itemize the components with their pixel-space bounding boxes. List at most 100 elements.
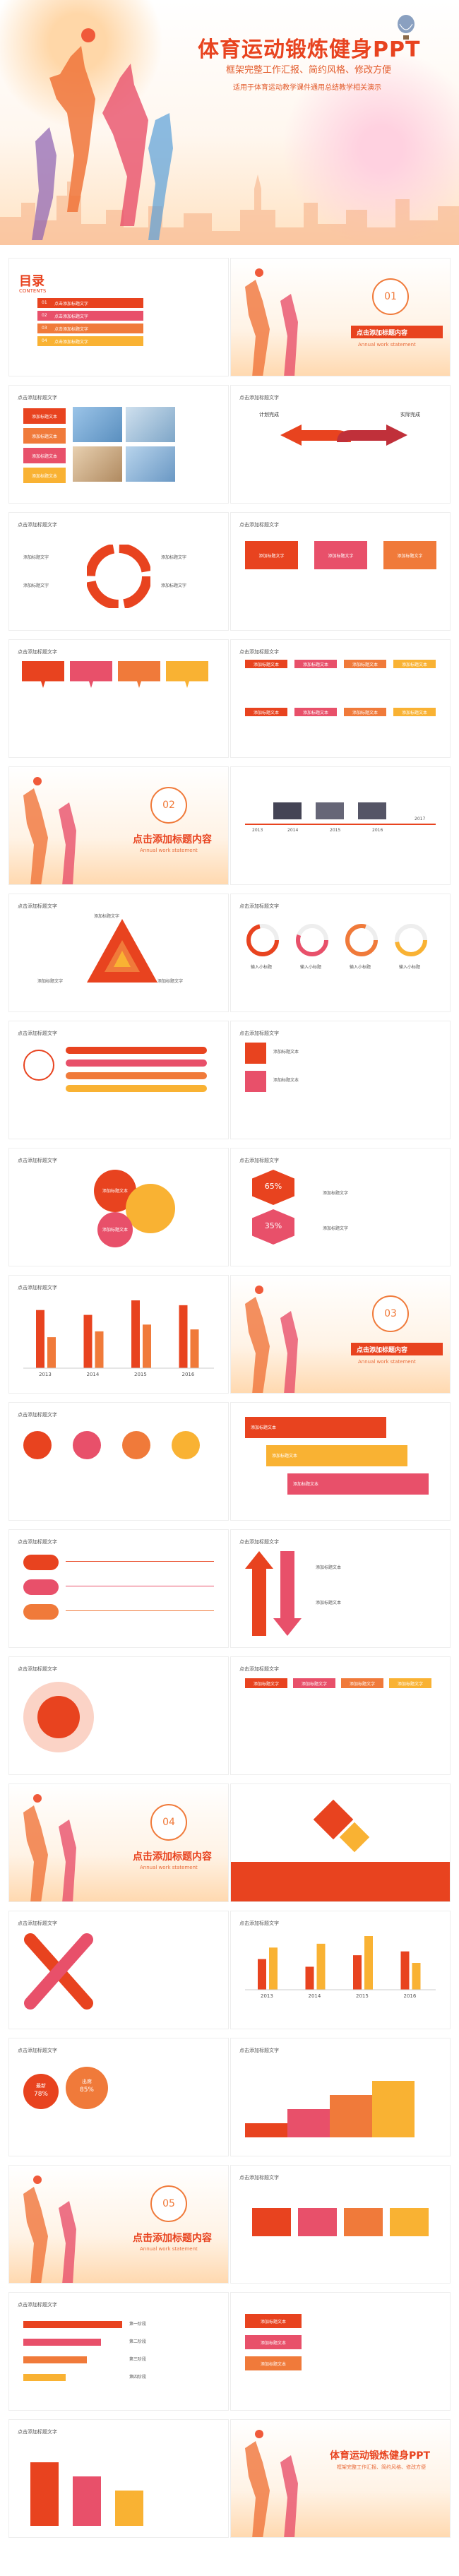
slide-puzzle: 点击添加标题文字 — [230, 2165, 451, 2284]
slide-ending: 体育运动锻炼健身PPT 框架完整工作汇报、简约风格、修改方便 — [230, 2419, 451, 2538]
step-label: 第二阶段 — [129, 2339, 147, 2344]
toc-item[interactable]: 01 点击添加标题文字 — [37, 298, 143, 308]
block: 添加标题文本 — [266, 1445, 407, 1466]
venn-circle — [126, 1184, 175, 1233]
section-number: 04 — [150, 1804, 187, 1841]
section-sub: Annual work statement — [358, 1359, 416, 1365]
label-box: 添加标题文本 — [23, 448, 66, 463]
column-head: 添加标题文字 — [341, 1678, 383, 1688]
tick-label: 2015 — [134, 1372, 147, 1377]
stair — [245, 2123, 287, 2137]
triangle-label: 添加标题文字 — [94, 914, 120, 919]
slide-header: 点击添加标题文字 — [239, 1921, 279, 1926]
slide-hexagon-percent: 点击添加标题文字 65% 35% 添加标题文字 添加标题文字 — [230, 1148, 451, 1266]
section-title: 点击添加标题内容 — [357, 330, 408, 337]
ring-inner — [37, 1696, 80, 1738]
slide-concentric: 点击添加标题文字 — [8, 1656, 229, 1775]
puzzle-piece — [298, 2208, 337, 2236]
eq-circle — [73, 1431, 101, 1459]
box: 添加标题文字 — [383, 541, 436, 569]
section-number: 03 — [372, 1295, 409, 1332]
up-down-arrows — [245, 1551, 302, 1636]
bar — [36, 1310, 44, 1368]
stair — [372, 2081, 415, 2137]
arrow-label: 添加标题文本 — [316, 1601, 342, 1605]
ending-subtitle: 框架完整工作汇报、简约风格、修改方便 — [337, 2464, 426, 2470]
year: 2014 — [287, 828, 299, 833]
slide-header: 点击添加标题文字 — [239, 649, 279, 655]
triangle-diagram — [87, 919, 157, 983]
slide-diamonds — [230, 1783, 451, 1902]
x-diagram — [24, 1933, 93, 2010]
divider — [66, 1610, 214, 1611]
slide-percent-circles: 点击添加标题文字 最新 78% 出席 85% — [8, 2038, 229, 2156]
column-head: 添加标题文字 — [389, 1678, 431, 1688]
bar — [258, 1959, 266, 1990]
slide-header: 点击添加标题文字 — [239, 903, 279, 909]
tab-box — [22, 661, 64, 688]
tag-block — [245, 1071, 266, 1092]
slide-vertical-bars: 点击添加标题文字 — [8, 2419, 229, 2538]
tag: 添加标题文本 — [393, 708, 436, 716]
toc-list: 01 点击添加标题文字 02 点击添加标题文字 03 点击添加标题文字 04 点击添加标… — [37, 298, 143, 349]
section-sub: Annual work statement — [140, 1865, 198, 1870]
vbar — [115, 2491, 143, 2526]
players-illustration — [23, 2176, 76, 2283]
slide-header: 点击添加标题文字 — [18, 649, 57, 655]
photo — [126, 446, 175, 482]
puzzle-piece — [390, 2208, 429, 2236]
bar — [143, 1324, 151, 1368]
year: 2017 — [415, 817, 426, 821]
hex-top: 65% — [252, 1170, 294, 1205]
section-number: 01 — [372, 278, 409, 315]
slide-header: 点击添加标题文字 — [18, 1921, 57, 1926]
slide-progress-steps: 点击添加标题文字 第一阶段 第二阶段 第三阶段 第四阶段 — [8, 2292, 229, 2411]
slide-header: 点击添加标题文字 — [18, 1539, 57, 1545]
ring-label: 添加标题文字 — [23, 555, 49, 560]
section-title: 点击添加标题内容 — [133, 1851, 212, 1863]
section-title: 点击添加标题内容 — [133, 834, 212, 845]
slide-pill-list: 点击添加标题文字 — [8, 1021, 229, 1139]
slide-x-cross: 点击添加标题文字 — [8, 1911, 229, 2029]
slide-header: 点击添加标题文字 — [239, 1158, 279, 1163]
tab-box — [118, 661, 160, 688]
slide-header: 点击添加标题文字 — [18, 2429, 57, 2435]
toc-item[interactable]: 03 点击添加标题文字 — [37, 324, 143, 333]
section-number: 02 — [150, 787, 187, 824]
bar — [269, 1947, 278, 1990]
slide-header: 点击添加标题文字 — [18, 1666, 57, 1672]
tick-label: 2013 — [261, 1993, 273, 1999]
tag: 添加标题文本 — [344, 660, 386, 668]
ring-label: 添加标题文字 — [161, 555, 187, 560]
arrow-label: 添加标题文本 — [316, 1565, 342, 1570]
slide-bar-chart-2: 点击添加标题文字 2013 2014 2015 2016 — [230, 1911, 451, 2029]
plan-label: 计划完成 — [259, 412, 279, 417]
ring-label: 输入小标题 — [300, 965, 322, 970]
players-illustration — [245, 1286, 298, 1393]
bar — [47, 1337, 56, 1368]
label-box: 添加标题文本 — [23, 408, 66, 424]
slide-header: 点击添加标题文字 — [239, 1031, 279, 1036]
slide-section-01: 01 点击添加标题内容 Annual work statement — [230, 258, 451, 376]
slide-three-boxes: 点击添加标题文字 添加标题文字 添加标题文字 添加标题文字 — [230, 512, 451, 631]
bar — [95, 1331, 104, 1368]
slide-header: 点击添加标题文字 — [239, 1539, 279, 1545]
toc-item[interactable]: 04 点击添加标题文字 — [37, 336, 143, 346]
bar — [400, 1951, 410, 1990]
hero-title: 体育运动锻炼健身PPT — [198, 37, 421, 62]
slide-equation: 点击添加标题文字 — [8, 1402, 229, 1521]
ending-title: 体育运动锻炼健身PPT — [330, 2450, 431, 2462]
volleyball-players-illustration — [32, 28, 173, 240]
slide-toc: 目录 CONTENTS 01 点击添加标题文字 02 点击添加标题文字 03 点击添加… — [8, 258, 229, 376]
bar — [305, 1966, 314, 1990]
pill-bar — [66, 1047, 207, 1054]
slide-header: 点击添加标题文字 — [239, 2175, 279, 2180]
column-head: 添加标题文字 — [245, 1678, 287, 1688]
tick-label: 2016 — [404, 1993, 417, 1999]
hero-note: 适用于体育运动教学课件通用总结教学相关演示 — [233, 84, 381, 92]
photo — [316, 802, 344, 819]
bar — [353, 1955, 362, 1990]
slide-header: 点击添加标题文字 — [18, 2302, 57, 2308]
toc-item[interactable]: 02 点击添加标题文字 — [37, 311, 143, 321]
tag: 添加标题文本 — [393, 660, 436, 668]
